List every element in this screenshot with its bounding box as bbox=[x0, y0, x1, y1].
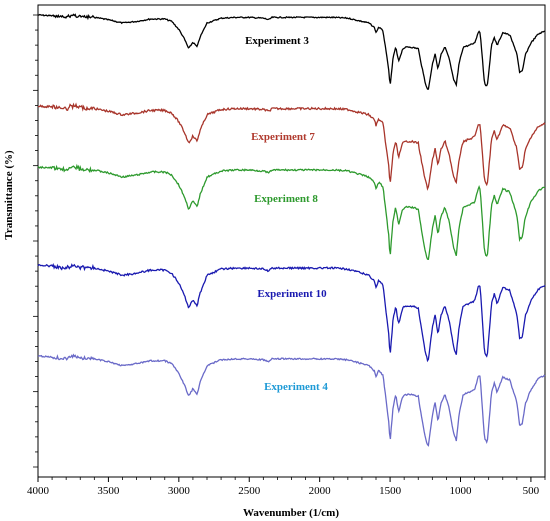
series-label-experiment-8: Experiment 8 bbox=[254, 193, 318, 205]
x-tick-label-3500: 3500 bbox=[97, 485, 120, 497]
plot-frame bbox=[37, 4, 546, 478]
series-line-experiment-4 bbox=[37, 353, 546, 447]
series-label-experiment-10: Experiment 10 bbox=[257, 288, 327, 300]
series-line-experiment-10 bbox=[37, 263, 546, 363]
x-tick-label-500: 500 bbox=[523, 485, 540, 497]
y-axis-ticks bbox=[33, 14, 38, 468]
x-tick-label-2500: 2500 bbox=[238, 485, 261, 497]
series-lines bbox=[37, 13, 546, 447]
series-label-experiment-4: Experiment 4 bbox=[264, 381, 328, 393]
x-axis-title: Wavenumber (1/cm) bbox=[243, 507, 339, 519]
series-label-experiment-7: Experiment 7 bbox=[251, 131, 315, 143]
x-tick-label-1000: 1000 bbox=[450, 485, 473, 497]
series-line-experiment-7 bbox=[37, 102, 546, 191]
x-tick-label-1500: 1500 bbox=[379, 485, 402, 497]
series-line-experiment-3 bbox=[37, 13, 546, 90]
series-label-experiment-3: Experiment 3 bbox=[245, 35, 309, 47]
y-axis-title: Transmittance (%) bbox=[3, 150, 15, 240]
plot-area-border bbox=[37, 4, 546, 478]
series-labels: Experiment 3 Experiment 7 Experiment 8 Expe… bbox=[245, 35, 328, 393]
x-tick-label-3000: 3000 bbox=[168, 485, 191, 497]
x-axis-ticks: 4000 3500 3000 2500 2000 1500 1000 500 bbox=[27, 477, 546, 497]
series-line-experiment-8 bbox=[37, 163, 546, 261]
x-tick-label-4000: 4000 bbox=[27, 485, 50, 497]
x-tick-label-2000: 2000 bbox=[309, 485, 332, 497]
